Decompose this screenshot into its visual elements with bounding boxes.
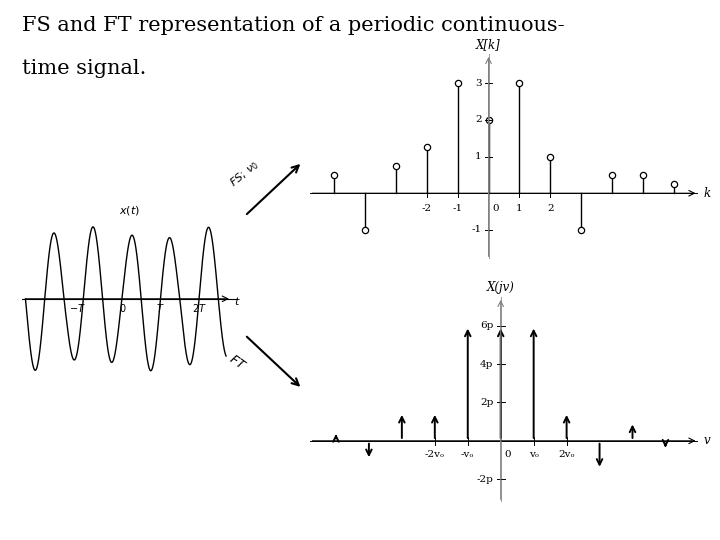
Text: 0: 0 <box>492 204 499 213</box>
Text: 1: 1 <box>475 152 482 161</box>
Text: $FT$: $FT$ <box>227 352 248 373</box>
Text: 6p: 6p <box>480 321 493 330</box>
Text: 4p: 4p <box>480 360 493 369</box>
Text: 2vₒ: 2vₒ <box>558 450 575 460</box>
Text: X[k]: X[k] <box>476 38 501 51</box>
Text: 2: 2 <box>475 116 482 124</box>
Text: -2: -2 <box>422 204 432 213</box>
Text: $t$: $t$ <box>234 294 240 307</box>
Text: $-T$: $-T$ <box>69 302 86 314</box>
Text: 2: 2 <box>547 204 554 213</box>
Text: v: v <box>703 434 710 447</box>
Text: X(jv): X(jv) <box>487 281 515 294</box>
Text: 0: 0 <box>505 450 511 460</box>
Text: $x(t)$: $x(t)$ <box>119 204 140 217</box>
Text: $FS;\,\nu_0$: $FS;\,\nu_0$ <box>227 158 261 190</box>
Text: time signal.: time signal. <box>22 59 146 78</box>
Text: 2p: 2p <box>480 398 493 407</box>
Text: $2T$: $2T$ <box>192 302 207 314</box>
Text: vₒ: vₒ <box>528 450 539 460</box>
Text: 1: 1 <box>516 204 523 213</box>
Text: $T$: $T$ <box>156 302 165 314</box>
Text: FS and FT representation of a periodic continuous-: FS and FT representation of a periodic c… <box>22 16 564 35</box>
Text: -2p: -2p <box>477 475 493 484</box>
Text: $0$: $0$ <box>120 302 127 314</box>
Text: -2vₒ: -2vₒ <box>425 450 445 460</box>
Text: -1: -1 <box>453 204 463 213</box>
Text: -1: -1 <box>472 225 482 234</box>
Text: -vₒ: -vₒ <box>461 450 474 460</box>
Text: 3: 3 <box>475 79 482 88</box>
Text: k: k <box>703 187 710 200</box>
